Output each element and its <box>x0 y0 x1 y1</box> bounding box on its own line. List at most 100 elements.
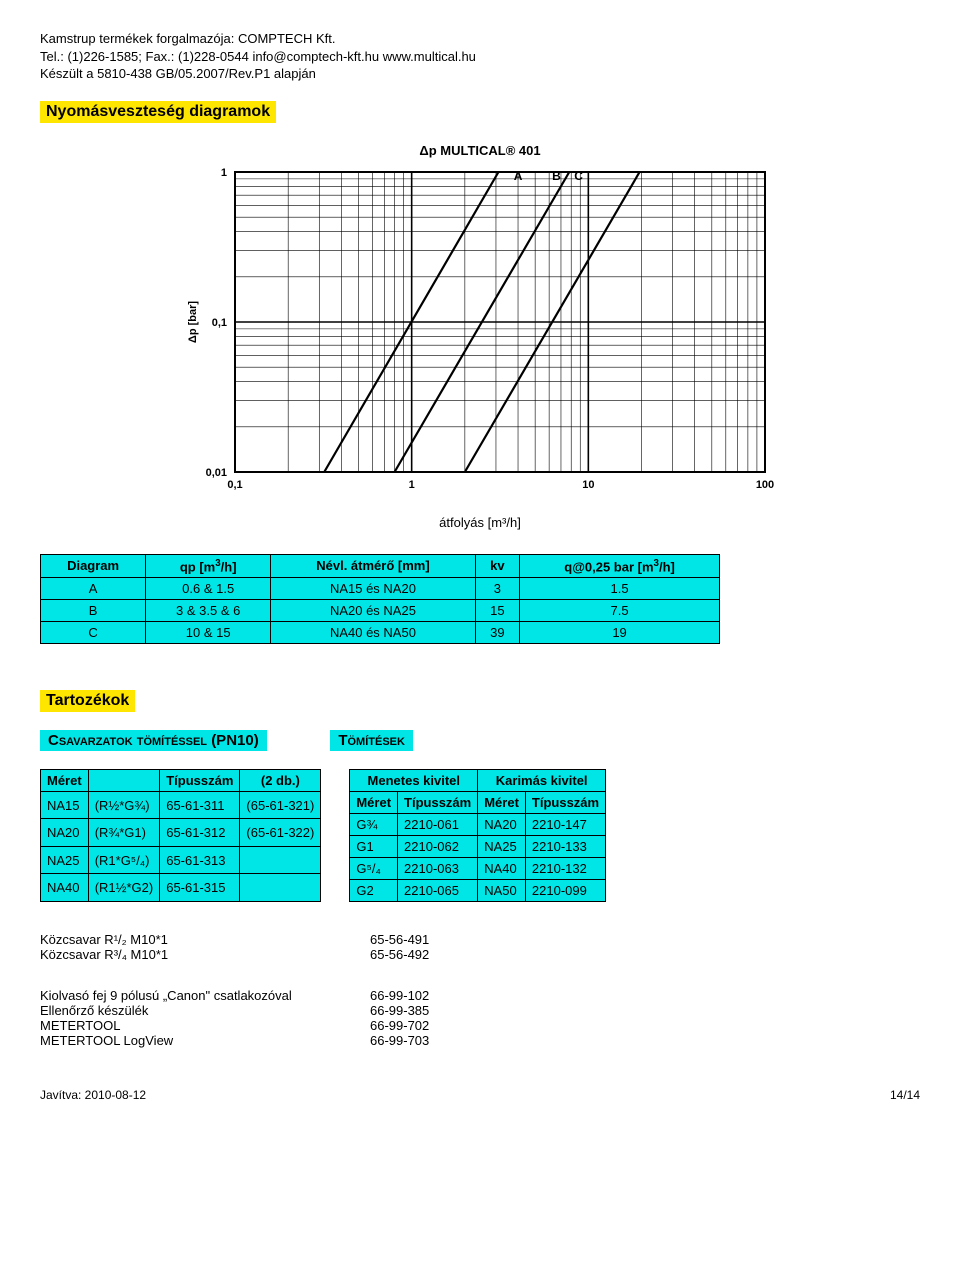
chart-x-caption: átfolyás [m³/h] <box>40 515 920 530</box>
svg-text:1: 1 <box>221 167 227 179</box>
lt-cell: NA40 <box>41 874 89 902</box>
diag-header: Diagram <box>41 554 146 577</box>
svg-text:100: 100 <box>756 479 774 491</box>
diag-cell: B <box>41 599 146 621</box>
footer-left: Javítva: 2010-08-12 <box>40 1088 146 1102</box>
svg-text:0,1: 0,1 <box>212 317 227 329</box>
diag-header: Névl. átmérő [mm] <box>271 554 475 577</box>
rt-cell: NA20 <box>478 813 526 835</box>
rt-cell: 2210-099 <box>525 879 605 901</box>
kozcsavar-list: Közcsavar R¹/₂ M10*165-56-491Közcsavar R… <box>40 932 920 962</box>
accessories-list: Kiolvasó fej 9 pólusú „Canon" csatlakozó… <box>40 988 920 1048</box>
kv-key: Ellenőrző készülék <box>40 1003 370 1018</box>
header-line-2: Tel.: (1)226-1585; Fax.: (1)228-0544 inf… <box>40 48 920 66</box>
diag-cell: 3 & 3.5 & 6 <box>146 599 271 621</box>
section-title-tartozekok: Tartozékok <box>40 690 135 712</box>
lt-cell: (R½*G¾) <box>88 791 160 819</box>
lt-cell: (R¾*G1) <box>88 819 160 847</box>
section-title-nyomasveszteseg: Nyomásveszteség diagramok <box>40 101 276 123</box>
kv-row: Közcsavar R¹/₂ M10*165-56-491 <box>40 932 920 947</box>
rt-header: Típusszám <box>525 791 605 813</box>
rt-cell: G2 <box>350 879 398 901</box>
rt-cell: NA40 <box>478 857 526 879</box>
rt-cell: 2210-061 <box>398 813 478 835</box>
header-line-1: Kamstrup termékek forgalmazója: COMPTECH… <box>40 30 920 48</box>
diag-cell: 19 <box>520 621 720 643</box>
rt-cell: 2210-132 <box>525 857 605 879</box>
svg-text:B: B <box>552 169 561 183</box>
lt-cell: (65-61-322) <box>240 819 321 847</box>
svg-text:C: C <box>574 169 583 183</box>
rt-cell: G⁵/₄ <box>350 857 398 879</box>
diagram-table: Diagramqp [m3/h]Névl. átmérő [mm]kvq@0,2… <box>40 554 720 644</box>
rt-top-header: Menetes kivitel <box>350 769 478 791</box>
kv-value: 66-99-702 <box>370 1018 429 1033</box>
kv-value: 65-56-491 <box>370 932 429 947</box>
kv-value: 66-99-102 <box>370 988 429 1003</box>
page-footer: Javítva: 2010-08-12 14/14 <box>40 1088 920 1102</box>
rt-top-header: Karimás kivitel <box>478 769 606 791</box>
kv-key: METERTOOL <box>40 1018 370 1033</box>
rt-cell: 2210-062 <box>398 835 478 857</box>
diag-cell: NA20 és NA25 <box>271 599 475 621</box>
diag-cell: 1.5 <box>520 577 720 599</box>
rt-cell: 2210-133 <box>525 835 605 857</box>
lt-cell: (R1*G⁵/₄) <box>88 846 160 874</box>
rt-cell: NA25 <box>478 835 526 857</box>
svg-text:10: 10 <box>582 479 594 491</box>
rt-header: Méret <box>478 791 526 813</box>
rt-header: Típusszám <box>398 791 478 813</box>
gaskets-table: Menetes kivitelKarimás kivitel MéretTípu… <box>349 769 606 902</box>
sub-heading-csavarzatok: Csavarzatok tömítéssel (PN10) <box>40 730 267 751</box>
lt-cell <box>240 846 321 874</box>
kv-row: METERTOOL66-99-702 <box>40 1018 920 1033</box>
lt-header: Méret <box>41 769 89 791</box>
rt-cell: G¾ <box>350 813 398 835</box>
lt-cell <box>240 874 321 902</box>
svg-text:0,01: 0,01 <box>206 467 227 479</box>
lt-cell: (R1½*G2) <box>88 874 160 902</box>
lt-cell: NA20 <box>41 819 89 847</box>
rt-cell: 2210-147 <box>525 813 605 835</box>
diag-cell: 0.6 & 1.5 <box>146 577 271 599</box>
kv-value: 66-99-385 <box>370 1003 429 1018</box>
kv-row: Kiolvasó fej 9 pólusú „Canon" csatlakozó… <box>40 988 920 1003</box>
diag-cell: 39 <box>475 621 519 643</box>
sub-heading-tomitesek: Tömítések <box>330 730 413 751</box>
kv-value: 66-99-703 <box>370 1033 429 1048</box>
svg-text:A: A <box>514 169 523 183</box>
diag-cell: NA40 és NA50 <box>271 621 475 643</box>
svg-text:0,1: 0,1 <box>227 479 242 491</box>
diag-cell: C <box>41 621 146 643</box>
screw-fittings-table: MéretTípusszám(2 db.) NA15(R½*G¾)65-61-3… <box>40 769 321 902</box>
lt-header: (2 db.) <box>240 769 321 791</box>
kv-key: Kiolvasó fej 9 pólusú „Canon" csatlakozó… <box>40 988 370 1003</box>
rt-cell: G1 <box>350 835 398 857</box>
diag-cell: 3 <box>475 577 519 599</box>
kv-value: 65-56-492 <box>370 947 429 962</box>
diag-cell: A <box>41 577 146 599</box>
rt-header: Méret <box>350 791 398 813</box>
lt-cell: 65-61-315 <box>160 874 240 902</box>
diag-header: qp [m3/h] <box>146 554 271 577</box>
kv-row: Közcsavar R³/₄ M10*165-56-492 <box>40 947 920 962</box>
rt-cell: NA50 <box>478 879 526 901</box>
lt-cell: NA25 <box>41 846 89 874</box>
lt-header: Típusszám <box>160 769 240 791</box>
lt-cell: 65-61-312 <box>160 819 240 847</box>
pressure-loss-chart: Δp MULTICAL® 401 0,11101000,010,11Δp [ba… <box>180 143 780 505</box>
diag-header: q@0,25 bar [m3/h] <box>520 554 720 577</box>
kv-row: Ellenőrző készülék66-99-385 <box>40 1003 920 1018</box>
footer-right: 14/14 <box>890 1088 920 1102</box>
diag-cell: 10 & 15 <box>146 621 271 643</box>
lt-cell: NA15 <box>41 791 89 819</box>
diag-cell: NA15 és NA20 <box>271 577 475 599</box>
kv-key: Közcsavar R¹/₂ M10*1 <box>40 932 370 947</box>
lt-header <box>88 769 160 791</box>
rt-cell: 2210-063 <box>398 857 478 879</box>
kv-key: METERTOOL LogView <box>40 1033 370 1048</box>
diag-header: kv <box>475 554 519 577</box>
svg-text:1: 1 <box>409 479 415 491</box>
diag-cell: 15 <box>475 599 519 621</box>
rt-cell: 2210-065 <box>398 879 478 901</box>
